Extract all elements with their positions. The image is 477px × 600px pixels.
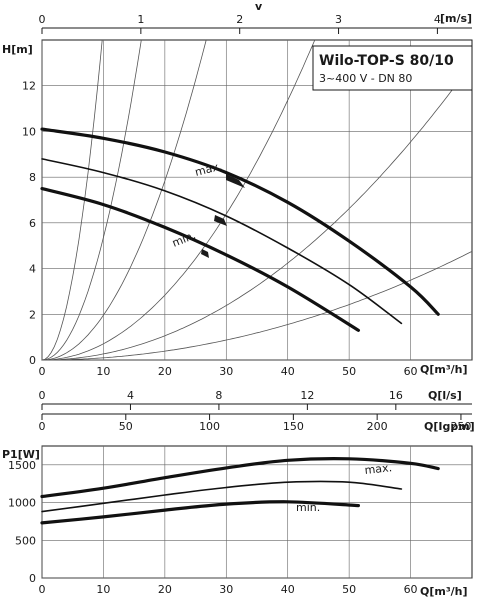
head-x-tick-label: 40 [281,365,295,378]
head-x-tick-label: 10 [96,365,110,378]
power-curve-mid-speed [41,480,403,513]
system-curve [42,39,316,361]
head-x-tick-label: 60 [404,365,418,378]
power-grid [41,446,472,579]
igpm-tick-label: 200 [367,420,388,433]
ls-tick-label: 4 [127,389,134,402]
chart-title: Wilo-TOP-S 80/10 [319,53,454,69]
flow-ls-axis: 048121620 [39,389,472,410]
velocity-tick-label: 3 [335,13,342,26]
speed-marker-max [226,174,245,188]
system-curve [41,39,103,361]
velocity-tick-label: 2 [236,13,243,26]
power-x-tick-label: 30 [219,583,233,596]
head-y-tick-label: 8 [29,171,36,184]
velocity-axis: 0 1 2 3 4 [39,13,472,34]
igpm-tick-label: 250 [450,420,471,433]
power-x-tick-label: 60 [404,583,418,596]
velocity-axis-label: v [255,0,263,13]
igpm-tick-label: 50 [119,420,133,433]
x-axis-label-igpm: Q[Igpm] [424,420,475,433]
curve-label-max: max. [194,160,224,179]
power-tick-labels: 0 10 20 30 40 50 60 0 500 1000 1500 [8,459,418,596]
speed-marker-mid [214,215,227,226]
system-curve [42,251,473,361]
head-curve-mid-speed [41,158,403,325]
igpm-tick-label: 0 [39,420,46,433]
igpm-tick-label: 100 [199,420,220,433]
x-axis-label-flow-top: Q[m³/h] [420,363,468,376]
x-axis-label-flow-bottom: Q[m³/h] [420,585,468,598]
power-x-tick-label: 10 [96,583,110,596]
system-curve [41,39,142,361]
ls-tick-label: 12 [300,389,314,402]
velocity-tick-label: 0 [39,13,46,26]
system-curve [42,62,473,361]
head-y-tick-label: 12 [22,80,36,93]
power-x-tick-label: 50 [342,583,356,596]
power-y-tick-label: 1000 [8,497,36,510]
power-y-tick-label: 1500 [8,459,36,472]
power-y-tick-label: 500 [15,534,36,547]
ls-tick-label: 0 [39,389,46,402]
y-axis-label-head: H[m] [2,43,33,56]
head-y-tick-label: 0 [29,354,36,367]
head-x-tick-label: 30 [219,365,233,378]
head-x-tick-label: 0 [39,365,46,378]
head-x-tick-label: 20 [158,365,172,378]
velocity-tick-label: 1 [137,13,144,26]
x-axis-label-ls: Q[l/s] [428,389,462,402]
head-y-tick-label: 6 [29,217,36,230]
speed-marker-min [201,249,209,258]
head-curve-min-speed [40,187,360,332]
system-curve [41,39,207,361]
ls-tick-label: 16 [389,389,403,402]
head-grid [41,40,472,361]
power-curve-label-max: max. [364,461,393,477]
power-curve-max-speed [40,457,440,499]
power-x-tick-label: 0 [39,583,46,596]
velocity-tick-label: 4 [434,13,441,26]
system-curves [41,39,473,361]
head-curve-max-speed [40,127,440,316]
head-curves [40,127,440,332]
power-plot-frame [41,445,473,579]
power-curve-min-speed [40,500,360,525]
power-x-tick-label: 20 [158,583,172,596]
power-x-tick-label: 40 [281,583,295,596]
y-axis-label-power: P1[W] [2,448,40,461]
head-y-tick-label: 2 [29,308,36,321]
ls-tick-label: 8 [215,389,222,402]
head-tick-labels: 0 10 20 30 40 50 60 0 2 4 6 8 10 12 [22,80,418,378]
flow-igpm-axis: 0 50 100 150 200 250 [39,413,472,433]
power-curves [40,457,440,525]
velocity-axis-unit: [m/s] [440,12,472,25]
head-x-tick-label: 50 [342,365,356,378]
power-y-tick-label: 0 [29,572,36,585]
head-y-tick-label: 10 [22,125,36,138]
power-curve-label-min: min. [296,501,320,514]
igpm-tick-label: 150 [283,420,304,433]
head-y-tick-label: 4 [29,263,36,276]
title-box [312,45,473,91]
chart-subtitle: 3~400 V - DN 80 [319,72,412,85]
